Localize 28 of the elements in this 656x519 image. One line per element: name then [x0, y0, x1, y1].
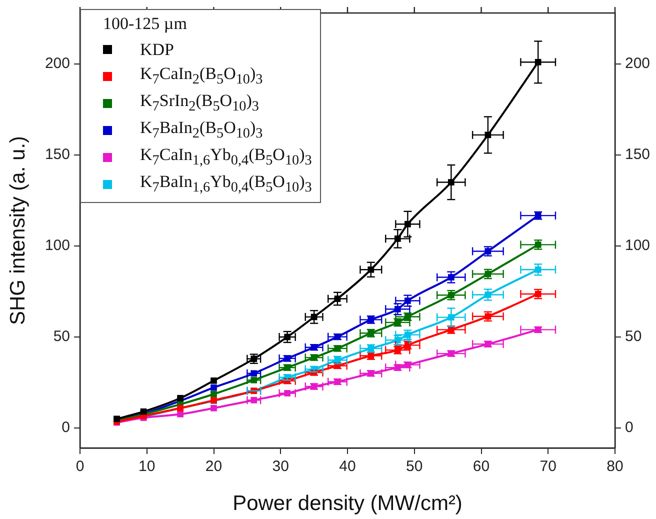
y2-tick-label: 200 [625, 55, 650, 72]
x-tick-label: 10 [138, 458, 156, 476]
legend-title: 100-125 µm [103, 14, 188, 34]
y-axis-title: SHG intensity (a. u.) [6, 136, 30, 326]
text: K$_{7}$BaIn$_{1,6}$Yb$_{0,4}$(B$_{5}$O$_{10}$)$_{3}$ [140, 172, 312, 196]
y-tick-label: 200 [44, 55, 70, 72]
x-tick-label: 80 [606, 458, 624, 476]
text: K$_{7}$SrIn$_{2}$(B$_{5}$O$_{10}$)$_{3}$ [140, 91, 259, 115]
x-tick-label: 70 [540, 458, 556, 476]
y-tick-label: 100 [44, 237, 70, 254]
x-tick-label: 0 [76, 458, 84, 476]
y-tick-label: 150 [44, 146, 70, 164]
y2-tick-label: 0 [625, 419, 634, 436]
x-tick-label: 50 [406, 458, 423, 476]
legend-label: KDP [140, 40, 174, 60]
y-tick-label: 50 [53, 328, 70, 346]
y-tick-label: 0 [62, 419, 70, 436]
text: K$_{7}$CaIn$_{1,6}$Yb$_{0,4}$(B$_{5}$O$_{10}$)$_{3}$ [140, 145, 312, 169]
y2-tick-label: 100 [625, 237, 650, 254]
y2-tick-label: 50 [625, 328, 642, 346]
x-tick-label: 20 [205, 458, 222, 476]
x-tick-label: 40 [339, 458, 356, 476]
x-axis-title: Power density (MW/cm²) [232, 492, 462, 516]
x-tick-label: 30 [272, 458, 289, 476]
x-tick-label: 60 [472, 458, 490, 476]
text: K$_{7}$CaIn$_{2}$(B$_{5}$O$_{10}$)$_{3}$ [140, 64, 263, 88]
text: K$_{7}$BaIn$_{2}$(B$_{5}$O$_{10}$)$_{3}$ [140, 118, 263, 142]
y2-tick-label: 150 [625, 146, 650, 164]
